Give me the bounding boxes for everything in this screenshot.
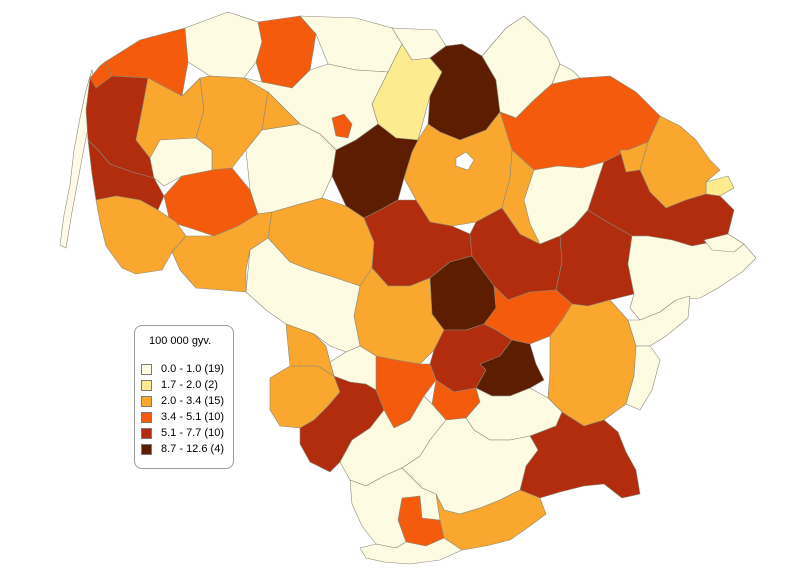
lake <box>455 151 475 171</box>
region-r22 <box>705 175 735 197</box>
legend-swatch <box>141 427 152 439</box>
legend-item: 2.0 - 3.4 (15) <box>141 394 224 408</box>
region-r4 <box>299 15 403 73</box>
legend-swatch <box>141 363 152 375</box>
legend-swatch <box>141 379 152 391</box>
legend-item: 8.7 - 12.6 (4) <box>141 442 224 456</box>
region-r60 <box>359 537 463 565</box>
region-r11 <box>195 75 269 171</box>
legend-item: 1.7 - 2.0 (2) <box>141 378 218 392</box>
region-r56 <box>625 345 661 411</box>
legend-title: 100 000 gyv. <box>149 335 212 347</box>
region-r50 <box>89 61 113 89</box>
region-r58 <box>619 141 649 173</box>
legend-swatch <box>141 443 152 455</box>
region-r31 <box>627 233 757 321</box>
region-r52 <box>261 91 301 131</box>
region-r54 <box>551 63 581 85</box>
legend-swatch <box>141 395 152 407</box>
legend-swatch <box>141 411 152 423</box>
region-r53 <box>285 323 335 377</box>
map-legend: 100 000 gyv. 0.0 - 1.0 (19) 1.7 - 2.0 (2… <box>134 325 234 469</box>
region-r13 <box>87 139 165 211</box>
legend-label: 1.7 - 2.0 (2) <box>161 379 218 391</box>
region-r59 <box>501 149 541 245</box>
legend-item: 5.1 - 7.7 (10) <box>141 426 224 440</box>
legend-label: 5.1 - 7.7 (10) <box>161 427 224 439</box>
legend-label: 8.7 - 12.6 (4) <box>161 443 224 455</box>
region-r57 <box>703 233 745 253</box>
legend-item: 0.0 - 1.0 (19) <box>141 362 224 376</box>
region-r2 <box>184 11 263 79</box>
region-r49 <box>349 467 445 549</box>
legend-label: 2.0 - 3.4 (15) <box>161 395 224 407</box>
legend-label: 0.0 - 1.0 (19) <box>161 363 224 375</box>
region-r55 <box>627 295 691 347</box>
legend-label: 3.4 - 5.1 (10) <box>161 411 224 423</box>
legend-item: 3.4 - 5.1 (10) <box>141 410 224 424</box>
region-r15 <box>331 113 353 139</box>
region-r21 <box>171 211 273 293</box>
region-r40 <box>475 339 545 397</box>
region-r20 <box>149 137 213 187</box>
